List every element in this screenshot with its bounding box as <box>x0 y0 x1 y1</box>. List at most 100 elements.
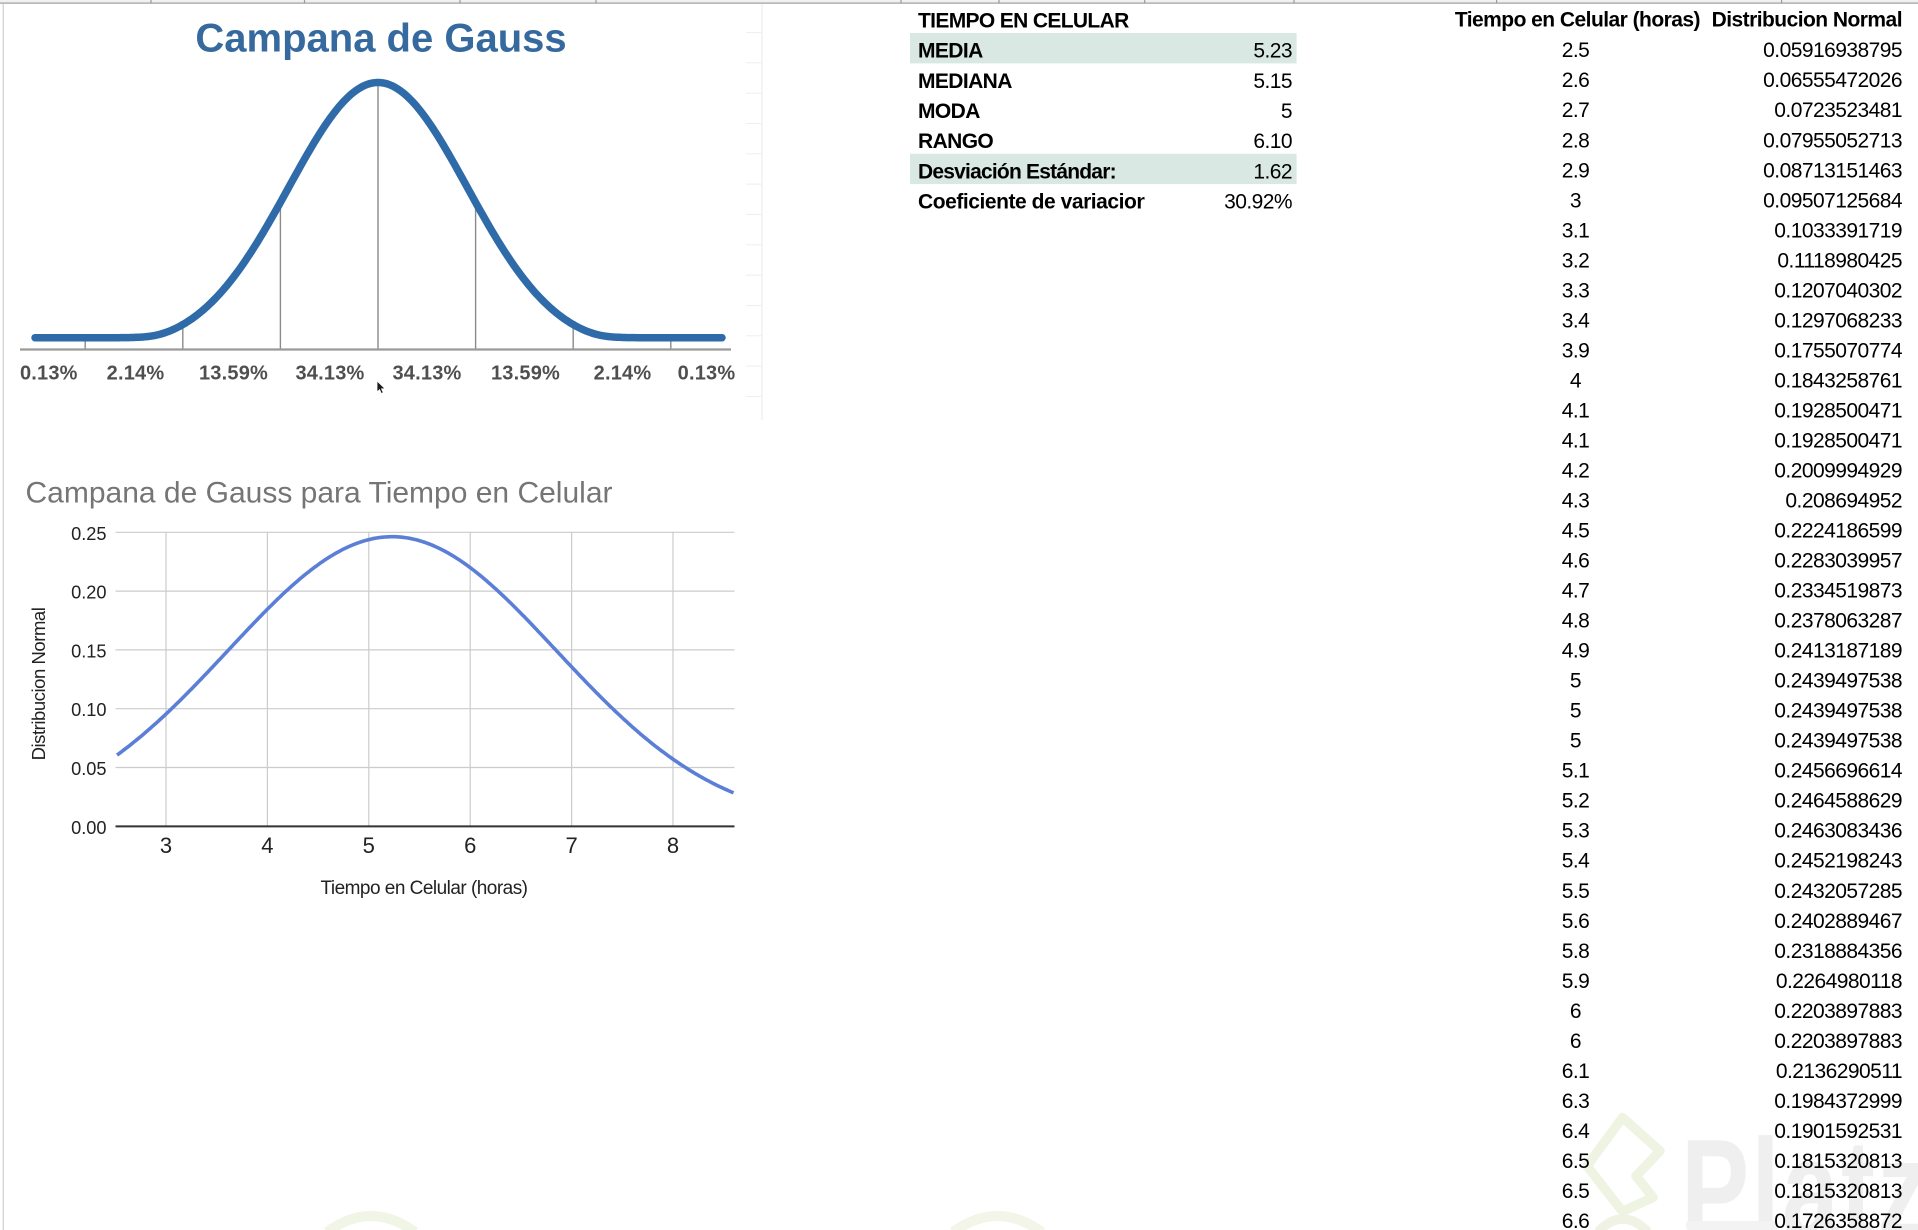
svg-text:4.7: 4.7 <box>1562 580 1590 603</box>
svg-text:0.1928500471: 0.1928500471 <box>1774 399 1902 422</box>
svg-text:0.2439497538: 0.2439497538 <box>1774 730 1902 753</box>
svg-text:6.5: 6.5 <box>1562 1150 1590 1173</box>
svg-text:4.2: 4.2 <box>1562 460 1590 483</box>
svg-text:0.1984372999: 0.1984372999 <box>1774 1090 1902 1113</box>
svg-text:5: 5 <box>1570 670 1581 693</box>
svg-text:2.7: 2.7 <box>1562 99 1590 122</box>
svg-text:4.1: 4.1 <box>1562 399 1590 422</box>
svg-text:Tiempo en Celular (horas): Tiempo en Celular (horas) <box>321 878 528 899</box>
svg-text:0.1901592531: 0.1901592531 <box>1774 1120 1902 1143</box>
svg-text:0.08713151463: 0.08713151463 <box>1763 159 1902 182</box>
svg-text:0.208694952: 0.208694952 <box>1785 490 1902 513</box>
svg-text:8: 8 <box>667 833 679 858</box>
svg-text:0.15: 0.15 <box>71 641 106 661</box>
svg-text:0.05916938795: 0.05916938795 <box>1763 39 1902 62</box>
svg-text:TIEMPO EN CELULAR: TIEMPO EN CELULAR <box>918 10 1129 33</box>
svg-text:0.2136290511: 0.2136290511 <box>1776 1060 1902 1083</box>
svg-text:0.2334519873: 0.2334519873 <box>1774 580 1902 603</box>
svg-text:0.1843258761: 0.1843258761 <box>1774 369 1902 392</box>
svg-text:6: 6 <box>1570 1030 1581 1053</box>
svg-text:5: 5 <box>363 833 375 858</box>
svg-text:3.3: 3.3 <box>1562 279 1590 302</box>
svg-text:4: 4 <box>1570 369 1582 392</box>
svg-text:3.1: 3.1 <box>1562 219 1590 242</box>
svg-text:Campana de Gauss para Tiempo e: Campana de Gauss para Tiempo en Celular <box>26 477 613 510</box>
svg-text:0.1755070774: 0.1755070774 <box>1774 339 1903 362</box>
svg-text:0.2203897883: 0.2203897883 <box>1774 1000 1902 1023</box>
svg-text:0.2283039957: 0.2283039957 <box>1774 550 1902 573</box>
svg-text:Desviación Estándar:: Desviación Estándar: <box>918 160 1116 183</box>
svg-text:34.13%: 34.13% <box>295 363 364 385</box>
svg-text:0.2009994929: 0.2009994929 <box>1774 460 1902 483</box>
svg-text:MODA: MODA <box>918 100 980 123</box>
svg-text:0.1815320813: 0.1815320813 <box>1774 1150 1902 1173</box>
svg-text:0.06555472026: 0.06555472026 <box>1763 69 1902 92</box>
svg-text:13.59%: 13.59% <box>199 363 268 385</box>
svg-text:0.09507125684: 0.09507125684 <box>1763 189 1903 212</box>
svg-text:3: 3 <box>160 833 172 858</box>
svg-text:RANGO: RANGO <box>918 130 993 153</box>
svg-text:30.92%: 30.92% <box>1224 191 1292 214</box>
svg-text:2.5: 2.5 <box>1562 39 1590 62</box>
svg-text:0.2456696614: 0.2456696614 <box>1774 760 1903 783</box>
svg-text:4: 4 <box>261 833 273 858</box>
svg-text:0.2203897883: 0.2203897883 <box>1774 1030 1902 1053</box>
svg-text:0.2264980118: 0.2264980118 <box>1776 970 1902 993</box>
svg-text:5.9: 5.9 <box>1562 970 1590 993</box>
svg-text:4.3: 4.3 <box>1562 490 1590 513</box>
svg-text:5: 5 <box>1570 700 1581 723</box>
svg-text:0.2402889467: 0.2402889467 <box>1774 910 1902 933</box>
svg-text:2.14%: 2.14% <box>107 363 165 385</box>
svg-text:2.14%: 2.14% <box>594 363 652 385</box>
svg-text:5.4: 5.4 <box>1562 850 1590 873</box>
svg-text:6: 6 <box>464 833 476 858</box>
svg-text:5.5: 5.5 <box>1562 880 1590 903</box>
svg-text:0.00: 0.00 <box>71 818 106 838</box>
svg-text:4.5: 4.5 <box>1562 520 1590 543</box>
svg-text:3: 3 <box>1570 189 1581 212</box>
svg-text:5.6: 5.6 <box>1562 910 1590 933</box>
svg-text:4.6: 4.6 <box>1562 550 1590 573</box>
svg-text:0.1726358872: 0.1726358872 <box>1774 1210 1902 1230</box>
svg-text:5: 5 <box>1570 730 1581 753</box>
svg-text:0.1033391719: 0.1033391719 <box>1774 219 1902 242</box>
svg-text:MEDIA: MEDIA <box>918 40 983 63</box>
svg-text:0.1118980425: 0.1118980425 <box>1777 249 1902 272</box>
svg-text:4.9: 4.9 <box>1562 640 1590 663</box>
svg-text:Tiempo en Celular (horas): Tiempo en Celular (horas) <box>1455 9 1700 32</box>
svg-text:6: 6 <box>1570 1000 1581 1023</box>
svg-text:5.8: 5.8 <box>1562 940 1590 963</box>
svg-text:6.3: 6.3 <box>1562 1090 1590 1113</box>
svg-text:3.4: 3.4 <box>1562 309 1590 332</box>
svg-text:5.1: 5.1 <box>1562 760 1590 783</box>
svg-text:0.1207040302: 0.1207040302 <box>1774 279 1902 302</box>
svg-text:6.10: 6.10 <box>1253 130 1292 153</box>
svg-text:13.59%: 13.59% <box>491 363 560 385</box>
svg-text:Platzi: Platzi <box>1681 1111 1918 1230</box>
svg-text:7: 7 <box>565 833 577 858</box>
svg-text:0.2439497538: 0.2439497538 <box>1774 700 1902 723</box>
svg-text:0.2432057285: 0.2432057285 <box>1774 880 1902 903</box>
svg-text:3.2: 3.2 <box>1562 249 1590 272</box>
svg-text:0.25: 0.25 <box>71 524 106 544</box>
svg-text:34.13%: 34.13% <box>392 363 461 385</box>
svg-text:0.2413187189: 0.2413187189 <box>1774 640 1902 663</box>
svg-text:6.6: 6.6 <box>1562 1210 1590 1230</box>
svg-text:0.13%: 0.13% <box>20 363 78 385</box>
svg-text:0.2224186599: 0.2224186599 <box>1774 520 1902 543</box>
svg-text:2.8: 2.8 <box>1562 129 1590 152</box>
svg-text:Distribucion Normal: Distribucion Normal <box>28 608 49 761</box>
svg-text:MEDIANA: MEDIANA <box>918 70 1012 93</box>
svg-text:0.2464588629: 0.2464588629 <box>1774 790 1902 813</box>
svg-text:0.07955052713: 0.07955052713 <box>1763 129 1902 152</box>
svg-text:0.2452198243: 0.2452198243 <box>1774 850 1902 873</box>
svg-text:4.1: 4.1 <box>1562 430 1590 453</box>
svg-text:5.2: 5.2 <box>1562 790 1590 813</box>
svg-text:5: 5 <box>1281 100 1292 123</box>
svg-text:0.1815320813: 0.1815320813 <box>1774 1180 1902 1203</box>
svg-text:Coeficiente de variacion: Coeficiente de variacion <box>918 191 1149 214</box>
svg-text:3.9: 3.9 <box>1562 339 1590 362</box>
svg-text:6.4: 6.4 <box>1562 1120 1590 1143</box>
svg-text:6.5: 6.5 <box>1562 1180 1590 1203</box>
svg-text:0.2318884356: 0.2318884356 <box>1774 940 1902 963</box>
